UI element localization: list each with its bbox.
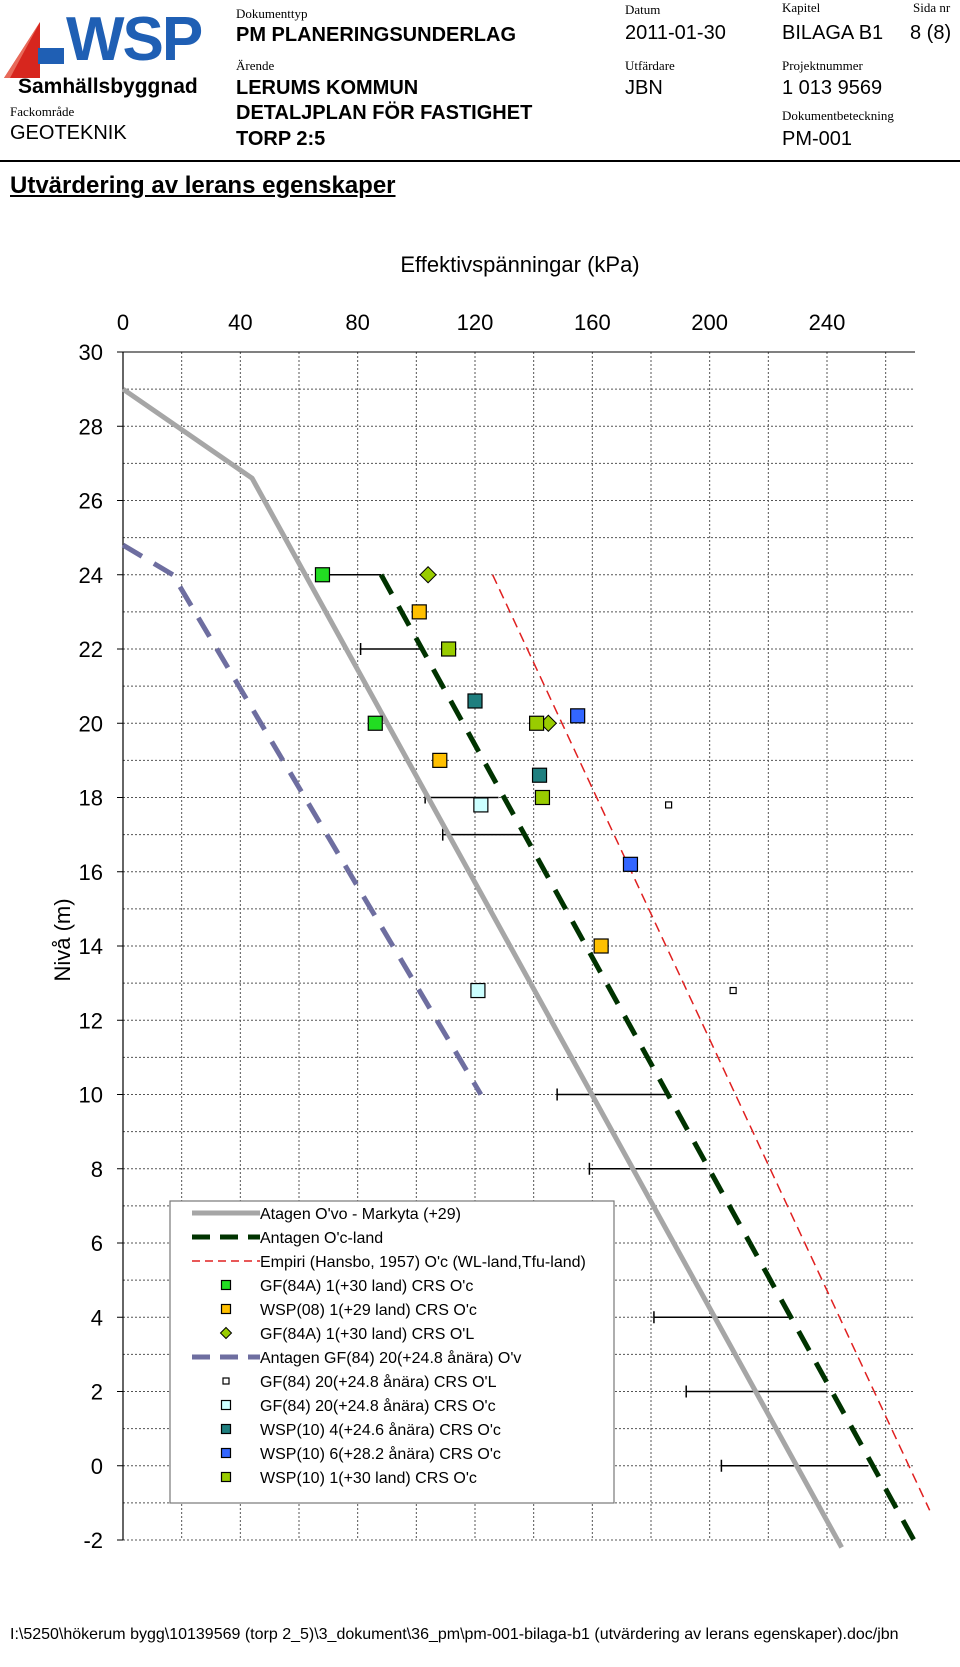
project-label: Projektnummer bbox=[782, 58, 863, 73]
data-point bbox=[622, 856, 639, 872]
series-line bbox=[121, 542, 484, 1096]
case-label: Ärende bbox=[236, 58, 275, 73]
data-point bbox=[593, 938, 609, 954]
x-tick-label: 0 bbox=[117, 310, 129, 335]
wsp-logo-graphic bbox=[4, 22, 64, 78]
doc-id-label: Dokumentbeteckning bbox=[782, 108, 894, 123]
legend-box bbox=[169, 1200, 615, 1504]
case-line-3: TORP 2:5 bbox=[236, 128, 326, 150]
legend-label: WSP(08) 1(+29 land) CRS O'c bbox=[260, 1302, 477, 1319]
doc-type-label: Dokumenttyp bbox=[236, 6, 308, 21]
chart-title: Effektivspänningar (kPa) bbox=[400, 252, 639, 277]
data-point bbox=[314, 567, 331, 583]
chart: Effektivspänningar (kPa) Nivå (m) 0 40 80 1… bbox=[50, 252, 931, 1553]
legend-label: GF(84A) 1(+30 land) CRS O'L bbox=[260, 1326, 474, 1343]
series-line bbox=[121, 387, 844, 1549]
x-tick-label: 200 bbox=[691, 310, 728, 335]
data-point bbox=[534, 789, 551, 806]
y-tick-label: 0 bbox=[91, 1454, 103, 1479]
data-point bbox=[441, 641, 457, 657]
legend-swatch bbox=[220, 1279, 232, 1291]
legend-swatch bbox=[220, 1471, 232, 1483]
y-tick-label: 20 bbox=[79, 711, 103, 736]
legend: Atagen O'vo - Markyta (+29) Antagen O'c-l… bbox=[169, 1200, 615, 1504]
y-tick-label: 24 bbox=[79, 563, 103, 588]
plot-series bbox=[121, 387, 931, 1549]
legend-label: GF(84) 20(+24.8 ånära) CRS O'c bbox=[260, 1397, 496, 1415]
issuer-label: Utfärdare bbox=[625, 58, 675, 73]
legend-label: WSP(10) 6(+28.2 ånära) CRS O'c bbox=[260, 1445, 501, 1463]
page-title: Utvärdering av lerans egenskaper bbox=[10, 172, 396, 199]
y-tick-label: 18 bbox=[79, 786, 103, 811]
legend-swatch bbox=[222, 1377, 230, 1385]
header-divider bbox=[0, 160, 960, 162]
x-tick-label: 40 bbox=[228, 310, 252, 335]
data-point bbox=[432, 752, 448, 768]
footer-path: I:\5250\hökerum bygg\10139569 (torp 2_5)… bbox=[10, 1626, 899, 1643]
y-tick-label: 14 bbox=[79, 934, 103, 959]
legend-label: WSP(10) 1(+30 land) CRS O'c bbox=[260, 1470, 477, 1487]
data-point bbox=[531, 767, 548, 783]
legend-swatch bbox=[220, 1399, 232, 1411]
chapter-value: BILAGA B1 bbox=[782, 22, 884, 44]
data-point bbox=[470, 982, 486, 999]
y-axis-label: Nivå (m) bbox=[50, 898, 75, 981]
issuer-value: JBN bbox=[625, 77, 663, 99]
legend-label: GF(84) 20(+24.8 ånära) CRS O'L bbox=[260, 1373, 497, 1391]
legend-label: WSP(10) 4(+24.6 ånära) CRS O'c bbox=[260, 1421, 501, 1439]
date-label: Datum bbox=[625, 2, 661, 17]
legend-label: Antagen O'c-land bbox=[260, 1230, 383, 1247]
field-label: Fackområde bbox=[10, 104, 75, 119]
data-point bbox=[729, 986, 737, 995]
doc-type: PM PLANERINGSUNDERLAG bbox=[236, 24, 517, 46]
wsp-logo: WSP bbox=[4, 5, 204, 80]
data-point bbox=[473, 797, 489, 813]
y-tick-label: 6 bbox=[91, 1231, 103, 1256]
field-value: GEOTEKNIK bbox=[10, 122, 127, 144]
y-tick-label: 4 bbox=[91, 1305, 103, 1330]
company-name: Samhällsbyggnad bbox=[18, 75, 198, 98]
y-tick-label: 28 bbox=[79, 414, 103, 439]
y-tick-label: 26 bbox=[79, 489, 103, 514]
logo-text: WSP bbox=[66, 5, 203, 74]
legend-label: Empiri (Hansbo, 1957) O'c (WL-land,Tfu-l… bbox=[260, 1254, 586, 1271]
y-tick-label: 10 bbox=[79, 1083, 103, 1108]
legend-label: GF(84A) 1(+30 land) CRS O'c bbox=[260, 1278, 473, 1295]
data-point bbox=[419, 566, 437, 584]
project-value: 1 013 9569 bbox=[782, 77, 883, 99]
y-tick-label: 22 bbox=[79, 637, 103, 662]
date-value: 2011-01-30 bbox=[625, 22, 726, 44]
data-point bbox=[467, 693, 483, 709]
case-line-2: DETALJPLAN FÖR FASTIGHET bbox=[236, 102, 533, 124]
legend-swatch bbox=[220, 1303, 232, 1315]
data-point bbox=[570, 708, 586, 724]
doc-id-value: PM-001 bbox=[782, 128, 853, 150]
legend-label: Antagen GF(84) 20(+24.8 ånära) O'v bbox=[260, 1349, 521, 1367]
page-label: Sida nr bbox=[913, 0, 951, 15]
data-point bbox=[367, 715, 383, 731]
y-tick-label: 16 bbox=[79, 860, 103, 885]
legend-swatch bbox=[219, 1326, 233, 1340]
series-line bbox=[491, 574, 931, 1511]
legend-swatch bbox=[220, 1423, 232, 1435]
x-tick-label: 80 bbox=[345, 310, 369, 335]
y-tick-label: -2 bbox=[83, 1528, 103, 1553]
data-point bbox=[528, 715, 545, 731]
legend-swatch bbox=[220, 1447, 232, 1459]
data-point bbox=[411, 604, 427, 620]
y-tick-label: 2 bbox=[91, 1380, 103, 1405]
data-point bbox=[664, 801, 673, 809]
case-line-1: LERUMS KOMMUN bbox=[236, 77, 419, 99]
page-value: 8 (8) bbox=[910, 22, 952, 44]
y-tick-label: 12 bbox=[79, 1008, 103, 1033]
y-tick-label: 30 bbox=[79, 340, 103, 365]
x-tick-label: 120 bbox=[457, 310, 494, 335]
series-line bbox=[378, 573, 921, 1549]
x-tick-label: 240 bbox=[809, 310, 846, 335]
chapter-label: Kapitel bbox=[782, 0, 821, 15]
y-tick-label: 8 bbox=[91, 1157, 103, 1182]
x-tick-label: 160 bbox=[574, 310, 611, 335]
legend-label: Atagen O'vo - Markyta (+29) bbox=[260, 1206, 461, 1223]
